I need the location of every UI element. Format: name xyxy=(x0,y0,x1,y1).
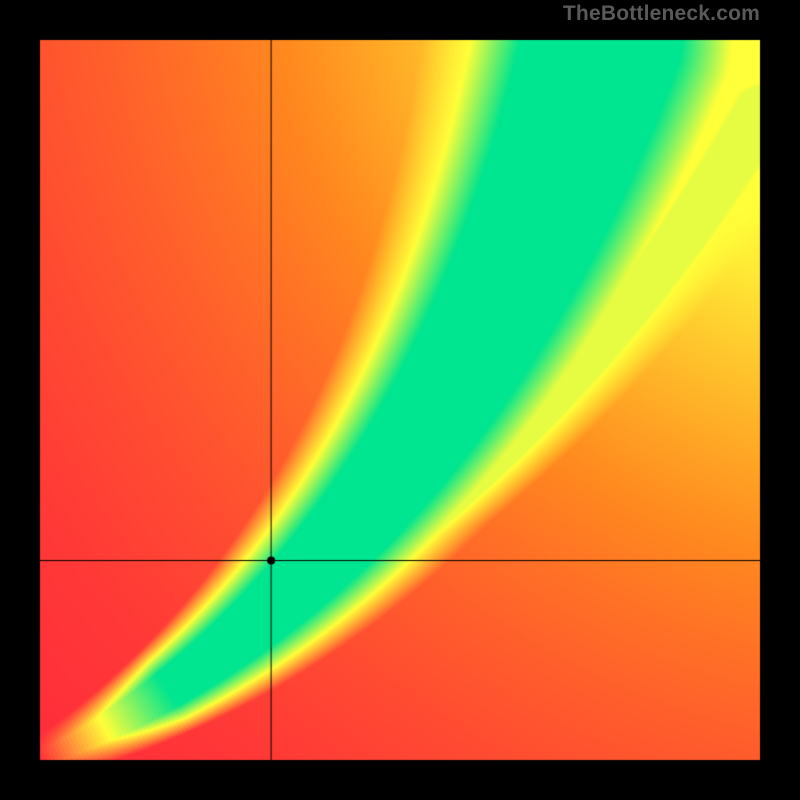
heatmap-canvas xyxy=(0,0,800,800)
chart-wrapper: TheBottleneck.com xyxy=(0,0,800,800)
watermark-text: TheBottleneck.com xyxy=(563,2,760,26)
